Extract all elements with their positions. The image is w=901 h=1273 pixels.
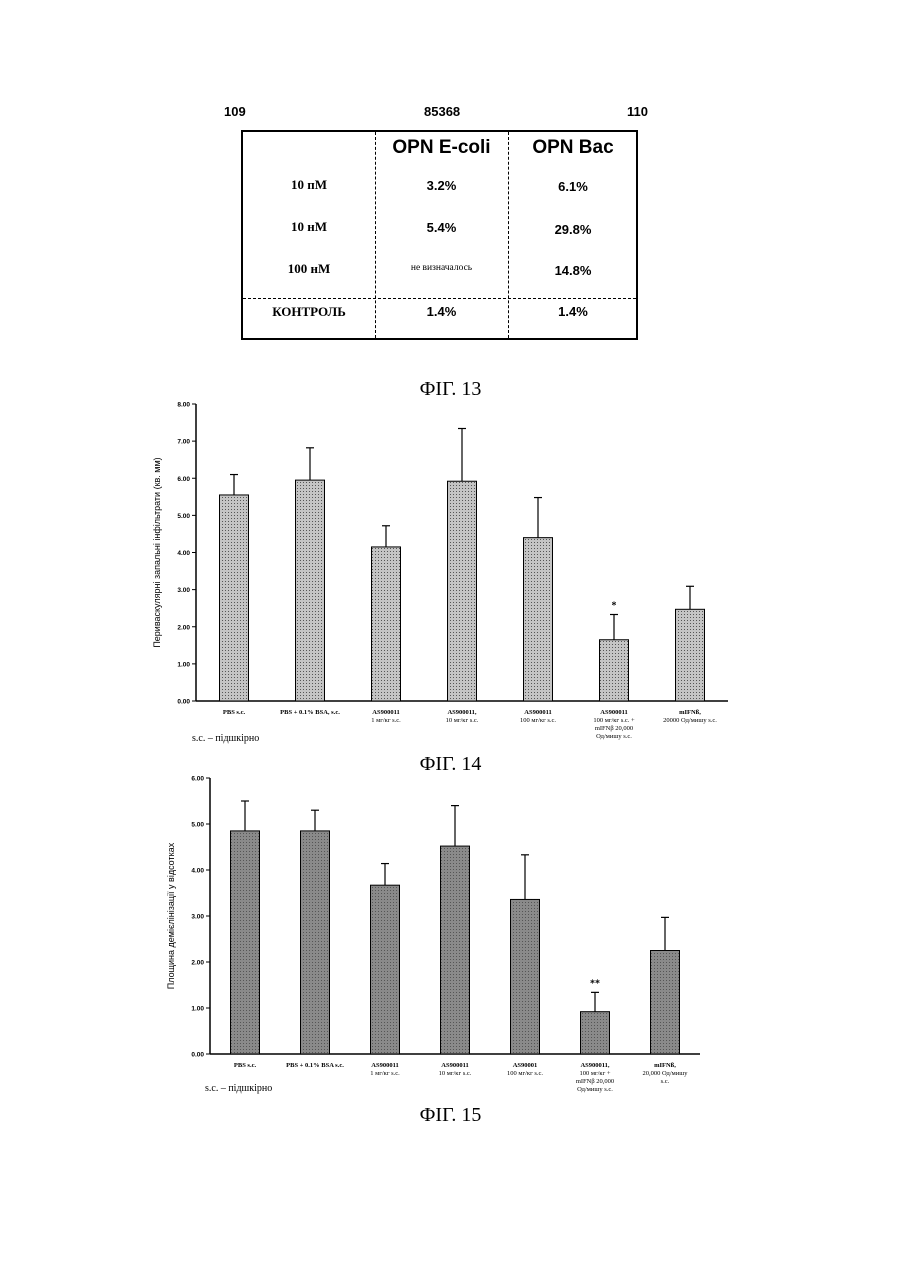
column-header: OPN Bac [508,137,638,159]
table-divider [243,298,636,299]
row-label: 10 нМ [243,219,375,235]
results-table: OPN E-coli OPN Bac 10 пМ 3.2% 6.1% 10 нМ… [241,130,638,340]
footnote: s.c. – підшкірно [205,1083,272,1094]
y-tick-label: 0.00 [177,699,190,706]
y-tick-label: 4.00 [177,550,190,557]
y-tick-label: 1.00 [177,661,190,668]
figure-caption: ФІГ. 15 [0,1104,901,1127]
table-cell: 14.8% [508,263,638,278]
y-tick-label: 4.00 [191,868,204,875]
category-label: mIFNß, [654,1062,676,1069]
category-label: mIFNß, [679,709,701,716]
bar-chart-fig15: 0.00 1.00 2.00 3.00 4.00 5.00 6.00 Площина демі… [0,770,901,1100]
category-label: AS900011 [371,1062,398,1069]
category-label: AS900011, [580,1062,609,1069]
bar [301,831,330,1054]
y-tick-label: 7.00 [177,439,190,446]
y-tick-label: 0.00 [191,1052,204,1059]
category-label: PBS + 0.1% BSA, s.c. [280,709,340,716]
bar [372,547,401,701]
y-axis-label: Периваскулярні запальні інфільтрати (кв.… [152,457,162,647]
y-tick-label: 5.00 [177,513,190,520]
y-tick-label: 3.00 [191,914,204,921]
page-number-right: 110 [627,104,648,119]
category-label: 10 мг/кг s.c. [439,1070,472,1077]
page-number-left: 109 [224,104,246,119]
bar [651,951,680,1055]
y-axis-label: Площина демієлінізації у відсотках [166,842,176,989]
category-label: PBS + 0.1% BSA s.c. [286,1062,344,1069]
category-label: 1 мг/кг s.c. [370,1070,400,1077]
row-label: КОНТРОЛЬ [243,304,375,320]
bar [371,885,400,1054]
category-label: AS900011 [372,709,399,716]
category-label: mIFNβ 20,000 [595,725,633,732]
y-tick-label: 8.00 [177,402,190,409]
category-label: AS900011, [447,709,476,716]
category-label: AS900011 [524,709,551,716]
y-tick-label: 1.00 [191,1006,204,1013]
category-label: 100 мг/кг s.c. [507,1070,543,1077]
table-cell: 1.4% [375,304,508,319]
footnote: s.c. – підшкірно [192,733,259,744]
patent-number: 85368 [424,104,460,119]
table-cell: не визначалось [375,263,508,273]
bar [231,831,260,1054]
category-label: 100 мг/кг s.c. + [593,717,635,724]
significance-marker: * [612,600,617,611]
bar [220,495,249,701]
category-label: 100 мг/кг s.c. [520,717,556,724]
category-label: mIFNβ 20,000 [576,1078,614,1085]
bar [600,640,629,701]
table-cell: 1.4% [508,304,638,319]
row-label: 10 пМ [243,177,375,193]
column-header: OPN E-coli [375,137,508,159]
y-tick-label: 2.00 [191,960,204,967]
category-label: 10 мг/кг s.c. [446,717,479,724]
y-tick-label: 6.00 [191,776,204,783]
table-cell: 6.1% [508,179,638,194]
bar [441,846,470,1054]
significance-marker: ** [590,978,600,989]
category-label: s.c. [661,1078,670,1085]
table-cell: 5.4% [375,220,508,235]
category-label: 100 мг/кг + [579,1070,610,1077]
category-label: 20000 Од/мишу s.c. [663,717,717,724]
bar [448,481,477,701]
category-label: AS90001 [513,1062,538,1069]
bar [296,480,325,701]
category-label: Од/мишу s.c. [596,733,632,740]
category-label: Од/мишу s.c. [577,1086,613,1093]
y-tick-label: 5.00 [191,822,204,829]
bar [524,538,553,701]
bar [581,1012,610,1054]
category-label: AS900011 [441,1062,468,1069]
table-cell: 3.2% [375,178,508,193]
category-label: AS900011 [600,709,627,716]
category-label: PBS s.c. [234,1062,257,1069]
category-label: PBS s.c. [223,709,246,716]
y-tick-label: 2.00 [177,624,190,631]
category-label: 20,000 Од/мишу [642,1070,688,1077]
bar-chart-fig14: 0.00 1.00 2.00 3.00 4.00 5.00 6.00 7.00 8.00 Пери… [0,395,901,755]
bar [676,609,705,701]
y-tick-label: 6.00 [177,476,190,483]
category-label: 1 мг/кг s.c. [371,717,401,724]
row-label: 100 нМ [243,261,375,277]
y-tick-label: 3.00 [177,587,190,594]
bar [511,899,540,1054]
table-cell: 29.8% [508,222,638,237]
